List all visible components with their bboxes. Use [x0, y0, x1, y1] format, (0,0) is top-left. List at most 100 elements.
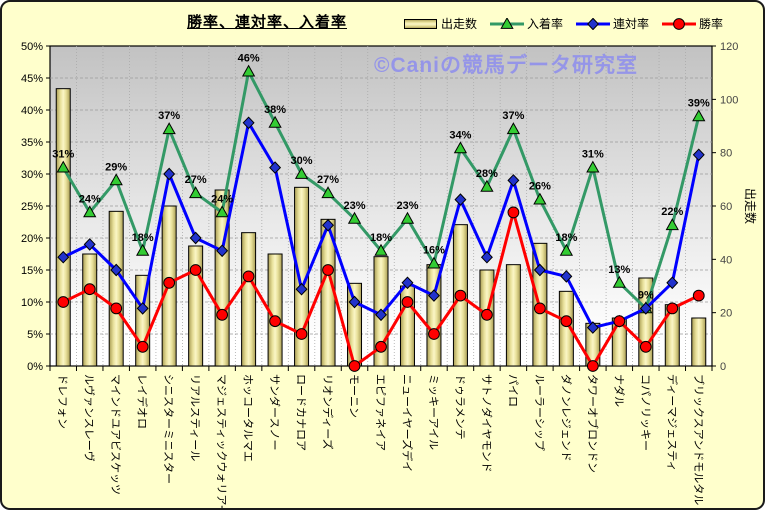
marker-circle [507, 206, 520, 219]
marker-circle [163, 276, 176, 289]
legend-label-starts: 出走数 [441, 17, 478, 31]
marker-circle [348, 360, 361, 372]
bar-starts [188, 245, 204, 367]
x-axis-label: コパノリッキー [639, 374, 652, 451]
legend-swatch-graphic [662, 17, 697, 30]
legend-bar-sample [404, 18, 437, 29]
marker-triangle [294, 166, 309, 179]
marker-circle [560, 315, 573, 328]
marker-circle [375, 340, 387, 353]
marker-diamond [295, 282, 308, 296]
marker-triangle [136, 243, 150, 256]
bar-starts [241, 232, 257, 367]
marker-circle [189, 264, 202, 276]
bar-starts [505, 264, 521, 367]
marker-triangle [188, 186, 203, 199]
data-label-place-rate: 23% [344, 200, 366, 212]
data-label-place-rate: 18% [370, 232, 392, 244]
x-axis-label: ナダル [612, 374, 626, 407]
marker-triangle [692, 109, 706, 122]
right-axis-tick-label: 120 [720, 41, 738, 53]
x-axis-label: サトノダイヤモンド [480, 374, 494, 473]
data-label-place-rate: 22% [661, 206, 683, 218]
marker-circle [586, 360, 599, 372]
data-label-place-rate: 29% [105, 161, 127, 173]
data-label-place-rate: 27% [185, 174, 207, 186]
plot-group: 0% 5% 10% 15% 20% 25% 30% 35% 40% 45% 50% 0 20 40 60 80… [21, 41, 758, 508]
left-axis-tick-label: 10% [21, 297, 43, 309]
marker-diamond [83, 238, 96, 251]
right-axis-tick-label: 0 [720, 361, 726, 373]
legend-swatch-diamond-icon [576, 17, 611, 30]
data-label-place-rate: 18% [555, 232, 577, 244]
marker-diamond [533, 263, 546, 277]
x-axis-label: リオンディーズ [321, 374, 335, 450]
data-label-place-rate: 13% [608, 264, 630, 276]
marker-triangle [559, 243, 574, 256]
marker-diamond [454, 193, 467, 206]
marker-diamond [639, 302, 652, 315]
marker-diamond [242, 116, 255, 130]
bar-starts [82, 253, 98, 367]
marker-triangle [480, 179, 494, 192]
legend-swatch-graphic [404, 18, 437, 29]
marker-diamond [480, 250, 493, 264]
marker-circle [295, 328, 308, 340]
left-axis-tick-label: 15% [21, 265, 43, 277]
legend-item-win-rate: 勝率 [662, 15, 723, 32]
left-axis-tick-label: 30% [21, 169, 43, 181]
data-label-place-rate: 37% [158, 110, 180, 122]
data-label-place-rate: 9% [638, 289, 654, 301]
left-axis-tick-label: 50% [21, 41, 43, 53]
marker-circle [110, 302, 123, 315]
right-axis-tick-label: 20 [720, 308, 732, 320]
right-axis-tick-label: 80 [720, 148, 732, 160]
x-axis-label: シニスターミニスター [162, 374, 175, 484]
left-axis-tick-label: 20% [21, 233, 43, 245]
marker-triangle [506, 122, 521, 135]
data-label-place-rate: 24% [79, 193, 101, 205]
marker-diamond [375, 308, 387, 322]
left-axis-tick-label: 0% [27, 361, 43, 373]
marker-diamond [189, 231, 202, 245]
marker-triangle [586, 160, 600, 173]
legend-item-quinella-rate: 連対率 [576, 15, 649, 32]
x-axis-label: レイデオロ [136, 374, 150, 429]
bar-starts [294, 186, 310, 367]
data-label-place-rate: 37% [502, 110, 524, 122]
marker-diamond [586, 321, 599, 334]
legend-swatch-bar-icon [404, 18, 438, 30]
data-label-place-rate: 24% [211, 193, 233, 205]
bar-starts [108, 210, 124, 367]
x-axis-label: ロードカナロア [295, 374, 308, 451]
marker-triangle [533, 192, 547, 205]
right-axis-tick-label: 60 [720, 201, 732, 213]
right-axis-title: 出走数 [743, 188, 758, 224]
marker-triangle [109, 173, 123, 186]
x-axis-label: ドレフォン [56, 374, 68, 429]
legend-label-win-rate: 勝率 [699, 17, 724, 31]
legend-swatch-graphic [576, 17, 611, 30]
x-axis-label: タワーオブロンドン [586, 374, 600, 473]
data-label-place-rate: 34% [449, 129, 471, 141]
data-label-place-rate: 26% [529, 181, 551, 193]
watermark: ©Caniの競馬データ研究室 [374, 54, 638, 77]
marker-triangle [268, 115, 282, 128]
marker-triangle [162, 122, 176, 135]
bar-starts [558, 290, 574, 367]
x-axis-label: ホッコータルマエ [242, 374, 255, 462]
x-axis-label: エピファネイア [374, 374, 387, 451]
marker-triangle [665, 218, 679, 231]
legend-swatch-circle-icon [662, 17, 697, 30]
right-axis-tick-label: 100 [720, 94, 738, 106]
marker-circle [136, 340, 149, 353]
x-axis-label: ミッキーアイル [427, 374, 439, 450]
left-axis-tick-label: 35% [21, 137, 43, 149]
data-label-place-rate: 38% [264, 104, 286, 116]
marker-circle [454, 289, 467, 302]
data-label-place-rate: 30% [291, 155, 313, 167]
marker-circle [57, 296, 70, 308]
legend-marker-sample [673, 17, 685, 30]
marker-diamond [163, 167, 176, 181]
